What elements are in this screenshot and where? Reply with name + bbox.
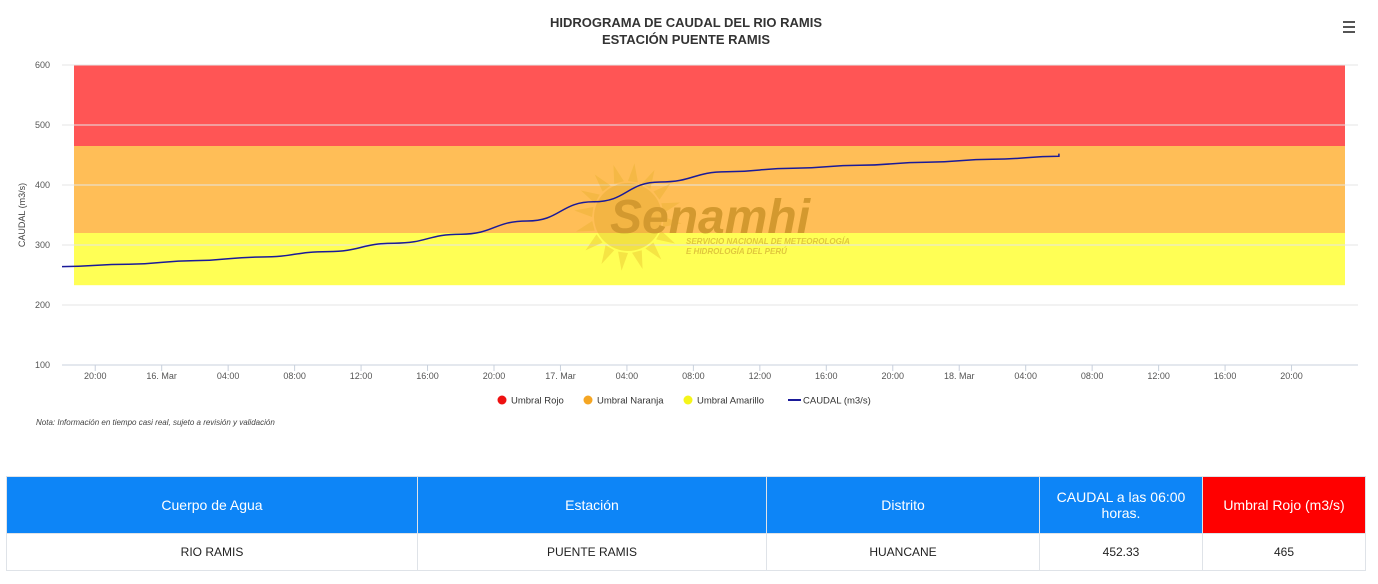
- x-tick-label: 20:00: [483, 371, 506, 381]
- x-tick-label: 20:00: [1280, 371, 1303, 381]
- x-tick-label: 08:00: [682, 371, 705, 381]
- grid-lines: [62, 64, 1358, 366]
- header-distrito: Distrito: [766, 476, 1040, 534]
- x-tick-label: 16:00: [416, 371, 439, 381]
- legend-label: Umbral Rojo: [511, 396, 564, 407]
- y-axis-label: CAUDAL (m3/s): [17, 183, 27, 247]
- legend-label: Umbral Naranja: [597, 396, 664, 407]
- series-lines: [61, 153, 1060, 268]
- sun-ray: [653, 183, 671, 200]
- x-tick-label: 04:00: [1014, 371, 1037, 381]
- menu-bar: [1343, 21, 1355, 23]
- sun-ray: [656, 230, 676, 244]
- sun-ray: [574, 207, 594, 217]
- x-tick-label: 20:00: [84, 371, 107, 381]
- y-tick-label: 300: [35, 240, 50, 250]
- y-tick-label: 600: [35, 60, 50, 70]
- cell-distrito: HUANCANE: [766, 533, 1040, 571]
- sun-ray: [580, 190, 600, 204]
- legend-item[interactable]: Umbral Rojo: [497, 395, 564, 407]
- chart-subtitle: ESTACIÓN PUENTE RAMIS: [602, 32, 770, 47]
- series-line-caudal: [61, 153, 1060, 268]
- header-caudal: CAUDAL a las 06:00 horas.: [1039, 476, 1203, 534]
- band-umbral-naranja: [74, 146, 1345, 233]
- sun-ray: [613, 164, 624, 184]
- header-estacion: Estación: [417, 476, 767, 534]
- x-tick-label: 17. Mar: [545, 371, 576, 381]
- x-tick-label: 04:00: [217, 371, 240, 381]
- sun-ray: [628, 163, 638, 183]
- cell-umbral-rojo: 465: [1202, 533, 1366, 571]
- watermark-line2: E HIDROLOGÍA DEL PERÚ: [686, 247, 787, 256]
- x-axis-ticks: 20:00 16. Mar 04:00 08:00 12:00 16:00 20:00 17.…: [84, 365, 1303, 381]
- cell-cuerpo-agua: RIO RAMIS: [6, 533, 418, 571]
- legend-marker: [683, 395, 693, 405]
- y-tick-label: 400: [35, 180, 50, 190]
- x-tick-label: 12:00: [350, 371, 373, 381]
- table-header-row: Cuerpo de Agua Estación Distrito CAUDAL …: [6, 476, 1366, 534]
- x-tick-label: 12:00: [1147, 371, 1170, 381]
- legend-label: CAUDAL (m3/s): [803, 396, 871, 407]
- y-axis-ticks: 100 200 300 400 500 600: [35, 60, 50, 370]
- chart-menu-button[interactable]: [1338, 16, 1360, 38]
- chart-title: HIDROGRAMA DE CAUDAL DEL RIO RAMIS: [550, 15, 822, 30]
- legend-marker: [497, 395, 507, 405]
- y-tick-label: 500: [35, 120, 50, 130]
- x-tick-label: 16:00: [815, 371, 838, 381]
- band-umbral-amarillo: [74, 233, 1345, 286]
- sun-ray: [618, 251, 628, 271]
- cell-estacion: PUENTE RAMIS: [417, 533, 767, 571]
- watermark-title: Senamhi: [610, 191, 812, 244]
- header-umbral-rojo: Umbral Rojo (m3/s): [1202, 476, 1366, 534]
- x-tick-label: 08:00: [283, 371, 306, 381]
- sun-ray: [661, 202, 681, 213]
- legend-marker: [583, 395, 593, 405]
- menu-bar: [1343, 26, 1355, 28]
- sun-ray: [575, 221, 595, 232]
- x-tick-label: 16:00: [1214, 371, 1237, 381]
- legend-item[interactable]: Umbral Naranja: [583, 395, 665, 407]
- watermark-line1: SERVICIO NACIONAL DE METEOROLOGÍA: [686, 237, 850, 246]
- y-tick-label: 200: [35, 300, 50, 310]
- sun-ray: [632, 250, 643, 270]
- sun-ray: [645, 242, 662, 260]
- sun-ray: [594, 174, 611, 192]
- x-tick-label: 04:00: [616, 371, 639, 381]
- sun-ray: [585, 234, 603, 251]
- data-note: Nota: Información en tiempo casi real, s…: [36, 418, 275, 427]
- legend: Umbral Rojo Umbral Naranja Umbral Amarillo…: [497, 395, 871, 407]
- cell-caudal: 452.33: [1039, 533, 1203, 571]
- station-info-table: Cuerpo de Agua Estación Distrito CAUDAL …: [6, 476, 1366, 571]
- legend-label: Umbral Amarillo: [697, 396, 764, 407]
- x-tick-label: 08:00: [1081, 371, 1104, 381]
- x-tick-label: 20:00: [882, 371, 905, 381]
- sun-ray: [601, 245, 615, 265]
- threshold-bands: [74, 65, 1345, 286]
- legend-item[interactable]: Umbral Amarillo: [683, 395, 765, 407]
- x-tick-label: 12:00: [749, 371, 772, 381]
- band-umbral-rojo: [74, 65, 1345, 146]
- sun-ray: [662, 217, 682, 227]
- table-row: RIO RAMIS PUENTE RAMIS HUANCANE 452.33 4…: [6, 533, 1366, 571]
- chart: HIDROGRAMA DE CAUDAL DEL RIO RAMIS ESTAC…: [17, 15, 1358, 407]
- menu-bar: [1343, 31, 1355, 33]
- header-cuerpo-agua: Cuerpo de Agua: [6, 476, 418, 534]
- legend-item[interactable]: CAUDAL (m3/s): [788, 396, 871, 407]
- y-tick-label: 100: [35, 360, 50, 370]
- x-tick-label: 18. Mar: [944, 371, 975, 381]
- x-tick-label: 16. Mar: [146, 371, 177, 381]
